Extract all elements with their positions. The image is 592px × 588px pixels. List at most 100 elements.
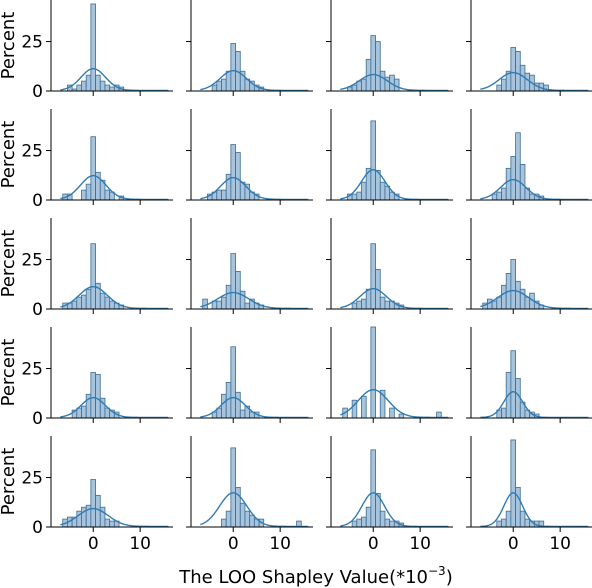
histogram-bar (365, 506, 372, 528)
histogram-bar (515, 51, 521, 92)
kde-line (200, 69, 309, 92)
histogram-bar (104, 518, 111, 528)
histogram-bar (351, 520, 358, 528)
histogram-bar (225, 284, 232, 310)
histogram-bar (515, 280, 521, 310)
histogram-bar (519, 510, 526, 528)
histogram-bar (524, 72, 531, 92)
histogram-bar (501, 78, 507, 92)
histogram-bar (510, 156, 516, 201)
x-tick-label: 10 (269, 534, 291, 554)
x-tick-label: 0 (508, 534, 519, 554)
histogram-bar (230, 447, 236, 528)
histogram-bar (90, 3, 96, 92)
histogram-bar (351, 84, 358, 92)
y-tick-label: 0 (32, 409, 43, 429)
histogram-bar (351, 302, 358, 310)
histogram-bar (515, 132, 521, 201)
kde-line (340, 492, 449, 528)
histogram-bar (370, 35, 376, 92)
histogram-bar (221, 393, 227, 419)
histogram-bar (361, 181, 367, 201)
histogram-bar (109, 520, 115, 528)
x-axis-label: The LOO Shapley Value(*10−3) (178, 564, 452, 588)
histogram-bar (384, 518, 391, 528)
histogram-bar (379, 70, 386, 92)
histogram-bar (501, 284, 507, 310)
histogram-bar (515, 378, 521, 419)
histogram-bar (99, 292, 106, 310)
histogram-bar (496, 191, 502, 201)
kde-line (60, 507, 169, 528)
histogram-bar (501, 407, 507, 419)
histogram-bar (90, 372, 96, 419)
y-tick-label: 0 (32, 518, 43, 538)
histogram-bar (379, 296, 386, 310)
x-tick-label: 0 (368, 534, 379, 554)
histogram-bar (361, 298, 367, 310)
y-tick-label: 0 (32, 300, 43, 320)
histogram-bar (491, 193, 498, 201)
histogram-bar (76, 84, 82, 92)
histogram-bar (221, 78, 227, 92)
histogram-bar (81, 405, 87, 419)
histogram-bar (95, 374, 101, 419)
x-tick-label: 10 (409, 534, 431, 554)
histogram-bar (510, 439, 516, 528)
histogram-bar (230, 43, 236, 92)
histogram-bar (90, 479, 96, 528)
histogram-bar (76, 296, 82, 310)
histogram-bar (221, 296, 227, 310)
histogram-bar (496, 84, 502, 92)
histogram-bar (356, 191, 362, 201)
histogram-bar (501, 187, 507, 201)
y-tick-label: 25 (21, 33, 43, 53)
histogram-bar (225, 510, 232, 528)
histogram-bar (370, 243, 376, 310)
histogram-bar (99, 80, 106, 92)
histogram-bar (370, 120, 376, 201)
kde-line (480, 178, 589, 201)
kde-line (480, 492, 589, 528)
histogram-bar (510, 259, 516, 310)
y-tick-label: 0 (32, 191, 43, 211)
x-tick-label: 10 (549, 534, 571, 554)
kde-line (60, 285, 169, 310)
histogram-bar (510, 47, 516, 92)
histogram-bar (356, 300, 362, 310)
histogram-bar (109, 86, 115, 92)
histogram-bar (235, 152, 241, 201)
x-tick-label: 0 (88, 534, 99, 554)
histogram-bar (90, 136, 96, 201)
histogram-bar (505, 510, 512, 528)
histogram-bar (356, 518, 362, 528)
histogram-bar (85, 74, 92, 92)
histogram-bar (85, 288, 92, 310)
histogram-bar (216, 189, 222, 201)
x-axis-label-exponent: −3 (428, 564, 446, 578)
y-axis-label: Percent (0, 339, 19, 407)
histogram-bar (230, 144, 236, 201)
kde-line (480, 391, 589, 419)
histogram-bar (384, 300, 391, 310)
kde-line (60, 174, 169, 201)
histogram-bar (501, 518, 507, 528)
histogram-bar (90, 243, 96, 310)
kde-line (200, 492, 309, 528)
histogram-bar (216, 80, 222, 92)
histogram-bar (81, 294, 87, 310)
histogram-bar (85, 183, 92, 201)
kde-line (340, 169, 449, 201)
kde-line (480, 289, 589, 310)
x-axis-label-close: ) (446, 567, 453, 588)
histogram-bar (379, 510, 386, 528)
histogram-bar (496, 296, 502, 310)
histogram-bar (375, 41, 381, 92)
y-axis-label: Percent (0, 121, 19, 189)
histogram-bar (239, 502, 246, 528)
y-tick-label: 25 (21, 469, 43, 489)
y-tick-label: 25 (21, 360, 43, 380)
y-tick-label: 25 (21, 251, 43, 271)
histogram-bar (109, 300, 115, 310)
histogram-bar (81, 80, 87, 92)
